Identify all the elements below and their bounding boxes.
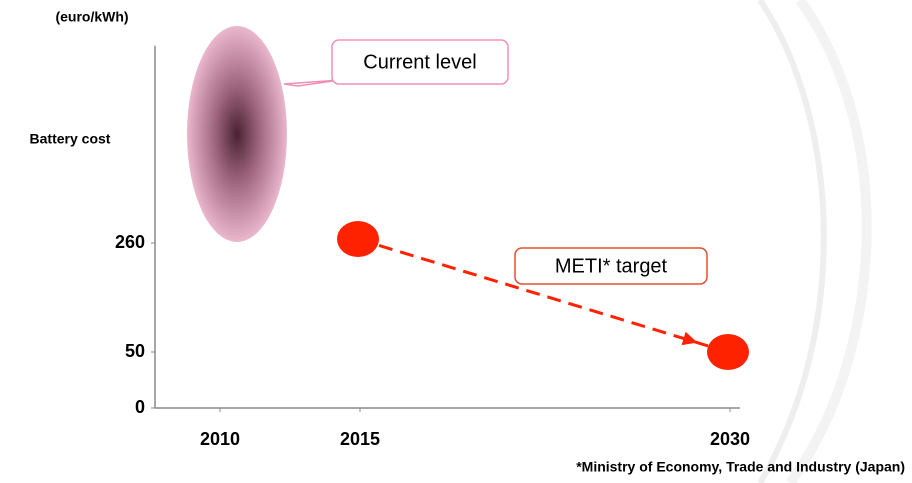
y-tick-label: 50 [125,341,145,361]
callout-box [331,39,509,85]
x-tick-label: 2010 [200,429,240,449]
y-tick-label: 260 [115,232,145,252]
target-point [337,221,379,257]
arrow-head [681,331,698,346]
callout-box [514,247,708,285]
callout-pointer [283,79,341,87]
callout-text: Current level [363,51,476,73]
y-tick-label: 0 [135,397,145,417]
current-level-blob [187,26,287,242]
page-curl [757,0,827,483]
target-point [707,334,749,370]
page-curl [785,0,872,483]
footnote: *Ministry of Economy, Trade and Industry… [576,459,905,475]
x-tick-label: 2015 [340,429,380,449]
callout-text: METI* target [555,255,668,277]
y-axis-label: Battery cost [30,131,111,147]
x-tick-label: 2030 [710,429,750,449]
y-unit-label: (euro/kWh) [55,9,128,25]
